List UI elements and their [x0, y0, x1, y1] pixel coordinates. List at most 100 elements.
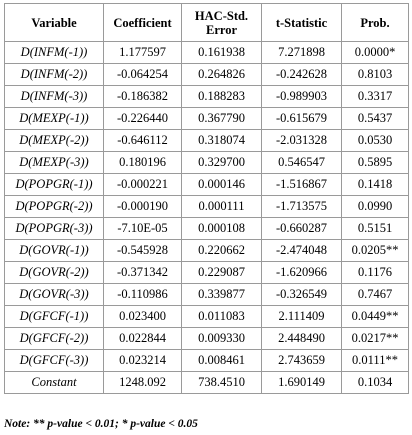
coefficient-cell: 0.022844	[103, 327, 182, 350]
std-error-cell: 0.011083	[181, 305, 262, 328]
std-error-cell: 0.229087	[181, 261, 262, 284]
t-statistic-cell: 2.111409	[261, 305, 342, 328]
prob-cell: 0.1176	[341, 261, 409, 284]
std-error-cell: 0.008461	[181, 349, 262, 372]
coefficient-cell: 0.023214	[103, 349, 182, 372]
table-row: D(MEXP(-2)) -0.646112 0.318074 -2.031328 0.0…	[4, 129, 409, 152]
t-statistic-cell: -2.474048	[261, 239, 342, 262]
t-statistic-cell: 2.448490	[261, 327, 342, 350]
prob-cell: 0.0205**	[341, 239, 409, 262]
table-row: D(POPGR(-1)) -0.000221 0.000146 -1.516867 0.…	[4, 173, 409, 196]
prob-cell: 0.8103	[341, 63, 409, 86]
std-error-cell: 0.329700	[181, 151, 262, 174]
variable-cell: D(GOVR(-3))	[4, 283, 104, 306]
coefficient-cell: -0.000221	[103, 173, 182, 196]
t-statistic-cell: -0.660287	[261, 217, 342, 240]
table-row: D(GFCF(-3)) 0.023214 0.008461 2.743659 0.011…	[4, 349, 409, 372]
t-statistic-cell: 0.546547	[261, 151, 342, 174]
std-error-cell: 0.188283	[181, 85, 262, 108]
table-row: D(GOVR(-2)) -0.371342 0.229087 -1.620966 0.1…	[4, 261, 409, 284]
prob-cell: 0.1034	[341, 371, 409, 394]
coefficient-cell: -7.10E-05	[103, 217, 182, 240]
table-row: D(GOVR(-3)) -0.110986 0.339877 -0.326549 0.7…	[4, 283, 409, 306]
variable-cell: D(POPGR(-2))	[4, 195, 104, 218]
std-error-cell: 0.264826	[181, 63, 262, 86]
std-error-cell: 0.009330	[181, 327, 262, 350]
prob-cell: 0.0990	[341, 195, 409, 218]
prob-cell: 0.7467	[341, 283, 409, 306]
coefficient-cell: -0.226440	[103, 107, 182, 130]
t-statistic-cell: -1.713575	[261, 195, 342, 218]
t-statistic-cell: 2.743659	[261, 349, 342, 372]
coefficient-cell: 0.023400	[103, 305, 182, 328]
t-statistic-cell: -2.031328	[261, 129, 342, 152]
table-row: D(GOVR(-1)) -0.545928 0.220662 -2.474048 0.0…	[4, 239, 409, 262]
variable-cell: D(INFM(-3))	[4, 85, 104, 108]
prob-cell: 0.5151	[341, 217, 409, 240]
variable-cell: D(MEXP(-2))	[4, 129, 104, 152]
variable-cell: D(GOVR(-1))	[4, 239, 104, 262]
coefficient-cell: -0.064254	[103, 63, 182, 86]
t-statistic-cell: -0.615679	[261, 107, 342, 130]
std-error-cell: 0.000111	[181, 195, 262, 218]
prob-cell: 0.0111**	[341, 349, 409, 372]
std-error-cell: 0.000146	[181, 173, 262, 196]
table-row: D(GFCF(-2)) 0.022844 0.009330 2.448490 0.021…	[4, 327, 409, 350]
std-error-cell: 0.318074	[181, 129, 262, 152]
coefficient-cell: -0.110986	[103, 283, 182, 306]
header-std-error-line1: HAC-Std.	[194, 8, 249, 23]
variable-cell: D(GFCF(-2))	[4, 327, 104, 350]
prob-cell: 0.0000*	[341, 41, 409, 64]
header-coefficient: Coefficient	[103, 3, 182, 42]
variable-cell: D(INFM(-1))	[4, 41, 104, 64]
variable-cell: D(GOVR(-2))	[4, 261, 104, 284]
std-error-cell: 0.220662	[181, 239, 262, 262]
t-statistic-cell: 7.271898	[261, 41, 342, 64]
variable-cell: D(MEXP(-3))	[4, 151, 104, 174]
coefficient-cell: -0.186382	[103, 85, 182, 108]
t-statistic-cell: -1.516867	[261, 173, 342, 196]
table-note: Note: ** p-value < 0.01; * p-value < 0.0…	[4, 418, 198, 430]
coefficient-cell: 1.177597	[103, 41, 182, 64]
t-statistic-cell: -0.242628	[261, 63, 342, 86]
table-row: D(MEXP(-1)) -0.226440 0.367790 -0.615679 0.5…	[4, 107, 409, 130]
t-statistic-cell: -0.326549	[261, 283, 342, 306]
prob-cell: 0.0217**	[341, 327, 409, 350]
header-prob: Prob.	[341, 3, 409, 42]
std-error-cell: 0.000108	[181, 217, 262, 240]
prob-cell: 0.5895	[341, 151, 409, 174]
table-row: D(POPGR(-2)) -0.000190 0.000111 -1.713575 0.…	[4, 195, 409, 218]
table-row: D(INFM(-1)) 1.177597 0.161938 7.271898 0.000…	[4, 41, 409, 64]
std-error-cell: 738.4510	[181, 371, 262, 394]
header-std-error-line2: Error	[205, 22, 237, 37]
table-row: D(POPGR(-3)) -7.10E-05 0.000108 -0.660287 0.…	[4, 217, 409, 240]
coefficient-cell: -0.646112	[103, 129, 182, 152]
variable-cell: D(POPGR(-3))	[4, 217, 104, 240]
variable-cell: D(POPGR(-1))	[4, 173, 104, 196]
regression-table: Variable Coefficient HAC-Std. Error t-Sta…	[4, 3, 409, 394]
coefficient-cell: -0.000190	[103, 195, 182, 218]
coefficient-cell: -0.371342	[103, 261, 182, 284]
table-row: D(MEXP(-3)) 0.180196 0.329700 0.546547 0.589…	[4, 151, 409, 174]
prob-cell: 0.0449**	[341, 305, 409, 328]
prob-cell: 0.0530	[341, 129, 409, 152]
variable-cell: D(GFCF(-3))	[4, 349, 104, 372]
table-row: D(GFCF(-1)) 0.023400 0.011083 2.111409 0.044…	[4, 305, 409, 328]
prob-cell: 0.3317	[341, 85, 409, 108]
header-t-statistic: t-Statistic	[261, 3, 342, 42]
header-row: Variable Coefficient HAC-Std. Error t-Sta…	[4, 3, 409, 42]
header-variable: Variable	[4, 3, 104, 42]
std-error-cell: 0.339877	[181, 283, 262, 306]
std-error-cell: 0.161938	[181, 41, 262, 64]
table-row: D(INFM(-2)) -0.064254 0.264826 -0.242628 0.8…	[4, 63, 409, 86]
t-statistic-cell: -0.989903	[261, 85, 342, 108]
variable-cell: D(MEXP(-1))	[4, 107, 104, 130]
std-error-cell: 0.367790	[181, 107, 262, 130]
t-statistic-cell: -1.620966	[261, 261, 342, 284]
coefficient-cell: 1248.092	[103, 371, 182, 394]
prob-cell: 0.1418	[341, 173, 409, 196]
coefficient-cell: 0.180196	[103, 151, 182, 174]
variable-cell: D(GFCF(-1))	[4, 305, 104, 328]
variable-cell: D(INFM(-2))	[4, 63, 104, 86]
